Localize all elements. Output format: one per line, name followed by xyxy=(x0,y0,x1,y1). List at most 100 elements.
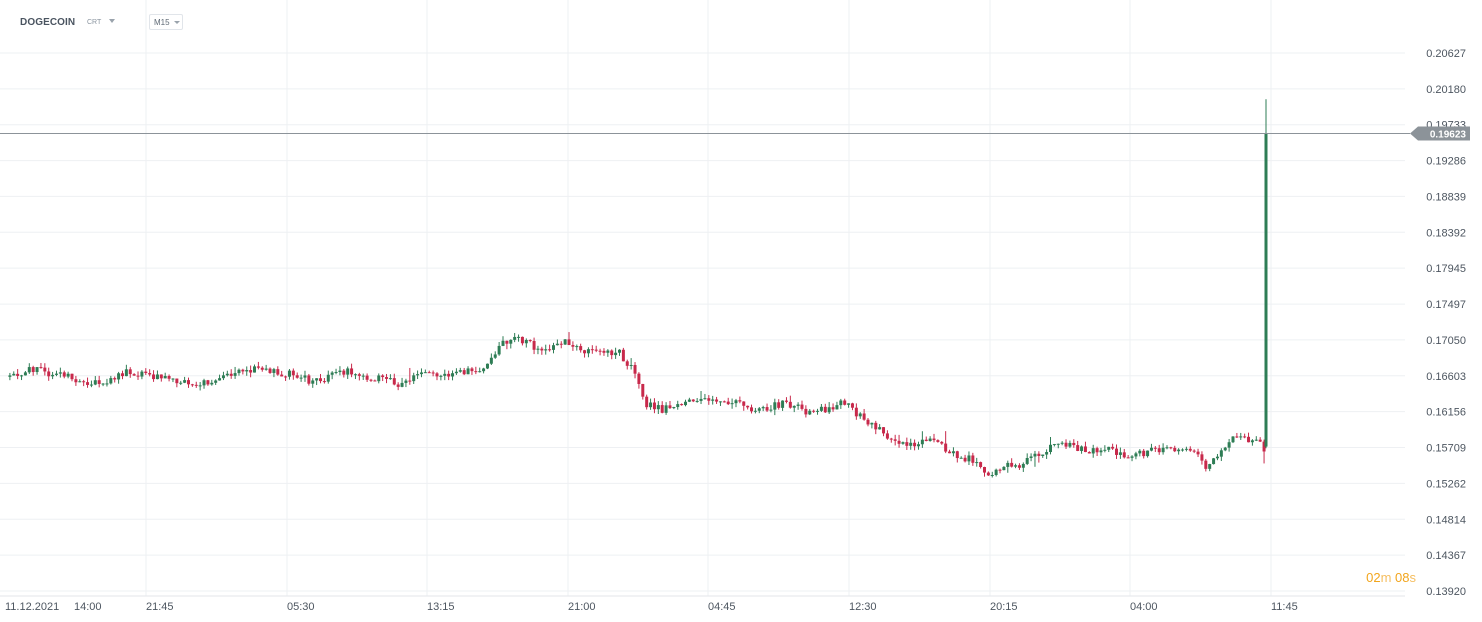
candle-body xyxy=(117,373,121,380)
candle-body xyxy=(563,339,567,345)
candle-body xyxy=(684,401,688,406)
candle-body xyxy=(715,399,719,402)
candle-body xyxy=(951,451,955,454)
candle-body xyxy=(43,367,47,372)
candle-body xyxy=(319,378,323,382)
y-tick-label: 0.17497 xyxy=(1426,299,1466,311)
candle-body xyxy=(1029,456,1033,459)
candle-body xyxy=(86,382,90,385)
time-axis[interactable]: 11.12.2021 14:00 21:45 05:30 13:15 21:00 04:45… xyxy=(5,601,1298,613)
chevron-down-icon[interactable] xyxy=(109,19,115,23)
candle-body xyxy=(777,402,781,408)
candle-body xyxy=(1177,449,1181,452)
x-tick-label: 13:15 xyxy=(427,601,455,613)
candle-body xyxy=(23,372,27,376)
x-tick-label: 21:00 xyxy=(568,601,596,613)
candle-body xyxy=(722,401,726,403)
candle-body xyxy=(734,400,738,404)
candle-body xyxy=(373,380,377,382)
candle-body xyxy=(287,370,291,377)
candle-body xyxy=(392,378,396,385)
candle-body xyxy=(885,433,889,439)
candle-body xyxy=(66,373,70,377)
candle-body xyxy=(913,442,917,447)
candle-body xyxy=(750,407,754,412)
candle-body xyxy=(361,375,365,377)
candle-body xyxy=(124,369,128,377)
candle-body xyxy=(839,400,843,406)
candle-body xyxy=(1060,442,1064,444)
candle-body xyxy=(1165,447,1169,449)
candle-body xyxy=(524,340,528,344)
countdown-seconds: 08 xyxy=(1395,570,1410,585)
candle-body xyxy=(1247,436,1251,443)
candle-body xyxy=(280,374,284,377)
candle-body xyxy=(1169,447,1173,449)
candle-body xyxy=(1037,453,1041,456)
candle-body xyxy=(986,472,990,476)
candle-body xyxy=(1076,445,1080,451)
candle-body xyxy=(1134,453,1138,457)
price-axis[interactable]: 0.206270.201800.197330.192860.188390.183… xyxy=(1426,48,1466,598)
candle-body xyxy=(501,340,505,346)
candle-body xyxy=(625,361,629,366)
candle-body xyxy=(431,372,435,374)
candle-body xyxy=(1142,450,1146,457)
candle-body xyxy=(649,402,653,408)
timeframe-selector[interactable]: M15 xyxy=(149,14,183,30)
candle-body xyxy=(621,349,625,362)
candle-body xyxy=(396,384,400,387)
candle-body xyxy=(260,367,264,370)
candle-body xyxy=(62,372,66,377)
candle-body xyxy=(93,380,97,385)
candle-body xyxy=(1130,456,1134,458)
candle-body xyxy=(419,372,423,375)
y-tick-label: 0.18839 xyxy=(1426,191,1466,203)
candle-body xyxy=(210,382,214,385)
candle-body xyxy=(590,349,594,351)
candle-body xyxy=(315,378,319,381)
y-tick-label: 0.17050 xyxy=(1426,335,1466,347)
candle-body xyxy=(874,422,878,430)
candle-body xyxy=(35,367,39,373)
candle-body xyxy=(1072,442,1076,446)
asset-class-label[interactable]: CRT xyxy=(87,19,102,26)
candle-body xyxy=(233,373,237,376)
candle-body xyxy=(12,373,16,376)
candle-body xyxy=(637,373,641,384)
candle-body xyxy=(730,403,734,405)
candle-body xyxy=(74,379,78,383)
candle-body xyxy=(412,375,416,382)
candle-body xyxy=(994,469,998,475)
candle-body xyxy=(485,363,489,369)
candle-body xyxy=(47,371,51,377)
candle-body xyxy=(959,457,963,459)
candle-body xyxy=(711,399,715,401)
candle-body xyxy=(583,350,587,354)
candle-body xyxy=(757,408,761,411)
candle-body xyxy=(668,405,672,409)
candle-body xyxy=(835,405,839,410)
candle-body xyxy=(474,371,478,373)
candle-body xyxy=(1258,439,1262,442)
candle-body xyxy=(784,400,788,402)
candle-body xyxy=(1107,446,1111,450)
symbol-label[interactable]: DOGECOIN xyxy=(20,17,76,28)
candle-body xyxy=(82,381,86,383)
candle-body xyxy=(1219,450,1223,457)
candle-body xyxy=(404,380,408,383)
y-tick-label: 0.14814 xyxy=(1426,514,1466,526)
x-tick-label: 11:45 xyxy=(1271,601,1298,613)
candle-body xyxy=(633,364,637,374)
candle-body xyxy=(268,368,272,373)
chart-toolbar: DOGECOIN CRT M15 xyxy=(0,0,1400,44)
candle-body xyxy=(1021,463,1025,468)
candle-body xyxy=(676,404,680,408)
y-tick-label: 0.16156 xyxy=(1426,407,1466,419)
candle-body xyxy=(963,457,967,462)
candle-body xyxy=(843,400,847,405)
candle-body xyxy=(148,373,152,375)
candle-body xyxy=(478,371,482,373)
candle-body xyxy=(299,377,303,379)
